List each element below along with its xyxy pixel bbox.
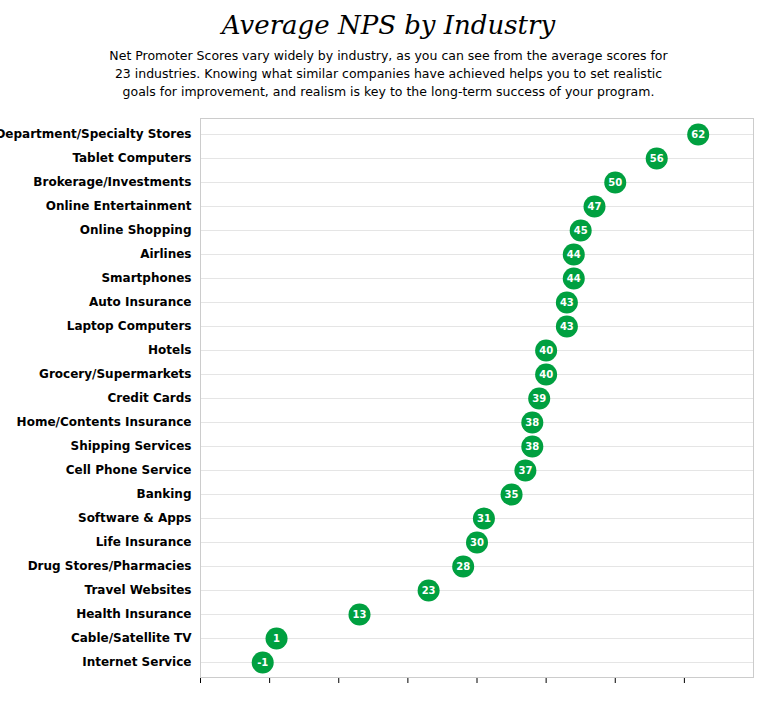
svg-text:40: 40 (539, 344, 553, 355)
svg-text:Brokerage/Investments: Brokerage/Investments (33, 175, 191, 189)
svg-text:45: 45 (574, 224, 588, 235)
svg-text:38: 38 (525, 416, 539, 427)
svg-text:43: 43 (560, 296, 574, 307)
svg-text:Online Entertainment: Online Entertainment (46, 199, 192, 213)
svg-text:40: 40 (539, 368, 553, 379)
svg-text:37: 37 (518, 464, 532, 475)
svg-text:Smartphones: Smartphones (101, 271, 191, 285)
svg-text:39: 39 (532, 392, 546, 403)
svg-text:43: 43 (560, 320, 574, 331)
svg-text:Cell Phone Service: Cell Phone Service (66, 463, 192, 477)
svg-text:23: 23 (422, 584, 436, 595)
svg-text:Software & Apps: Software & Apps (78, 511, 192, 525)
svg-text:Banking: Banking (136, 487, 191, 501)
svg-text:Auto Insurance: Auto Insurance (89, 295, 192, 309)
svg-text:Laptop Computers: Laptop Computers (67, 319, 192, 333)
svg-text:30: 30 (470, 536, 484, 547)
svg-text:62: 62 (691, 128, 705, 139)
svg-text:31: 31 (477, 512, 491, 523)
svg-text:44: 44 (567, 248, 581, 259)
svg-text:Drug Stores/Pharmacies: Drug Stores/Pharmacies (28, 559, 192, 573)
svg-text:1: 1 (273, 632, 280, 643)
svg-text:Online Shopping: Online Shopping (80, 223, 192, 237)
svg-text:Hotels: Hotels (148, 343, 191, 357)
svg-text:Internet Service: Internet Service (82, 655, 191, 669)
html-text:Average NPS by Industry: Average NPS by Industry (221, 10, 556, 40)
svg-text:Life Insurance: Life Insurance (96, 535, 192, 549)
svg-text:Shipping Services: Shipping Services (71, 439, 192, 453)
svg-text:47: 47 (588, 200, 602, 211)
svg-text:Credit Cards: Credit Cards (107, 391, 191, 405)
svg-text:Home/Contents Insurance: Home/Contents Insurance (17, 415, 192, 429)
svg-text:Cable/Satellite TV: Cable/Satellite TV (71, 631, 192, 645)
svg-text:Health Insurance: Health Insurance (76, 607, 191, 621)
svg-text:Airlines: Airlines (140, 247, 191, 261)
svg-text:Tablet Computers: Tablet Computers (72, 151, 191, 165)
svg-text:56: 56 (650, 152, 664, 163)
svg-text:-1: -1 (257, 656, 268, 667)
svg-text:44: 44 (567, 272, 581, 283)
svg-text:Grocery/Supermarkets: Grocery/Supermarkets (39, 367, 191, 381)
svg-text:Department/Specialty Stores: Department/Specialty Stores (0, 127, 192, 141)
svg-text:35: 35 (505, 488, 519, 499)
svg-text:38: 38 (525, 440, 539, 451)
html-text:Net Promoter Scores vary widel: Net Promoter Scores vary widely by indus… (109, 48, 668, 100)
svg-text:13: 13 (353, 608, 367, 619)
svg-text:Travel Websites: Travel Websites (85, 583, 192, 597)
svg-text:28: 28 (456, 560, 470, 571)
svg-text:50: 50 (608, 176, 622, 187)
